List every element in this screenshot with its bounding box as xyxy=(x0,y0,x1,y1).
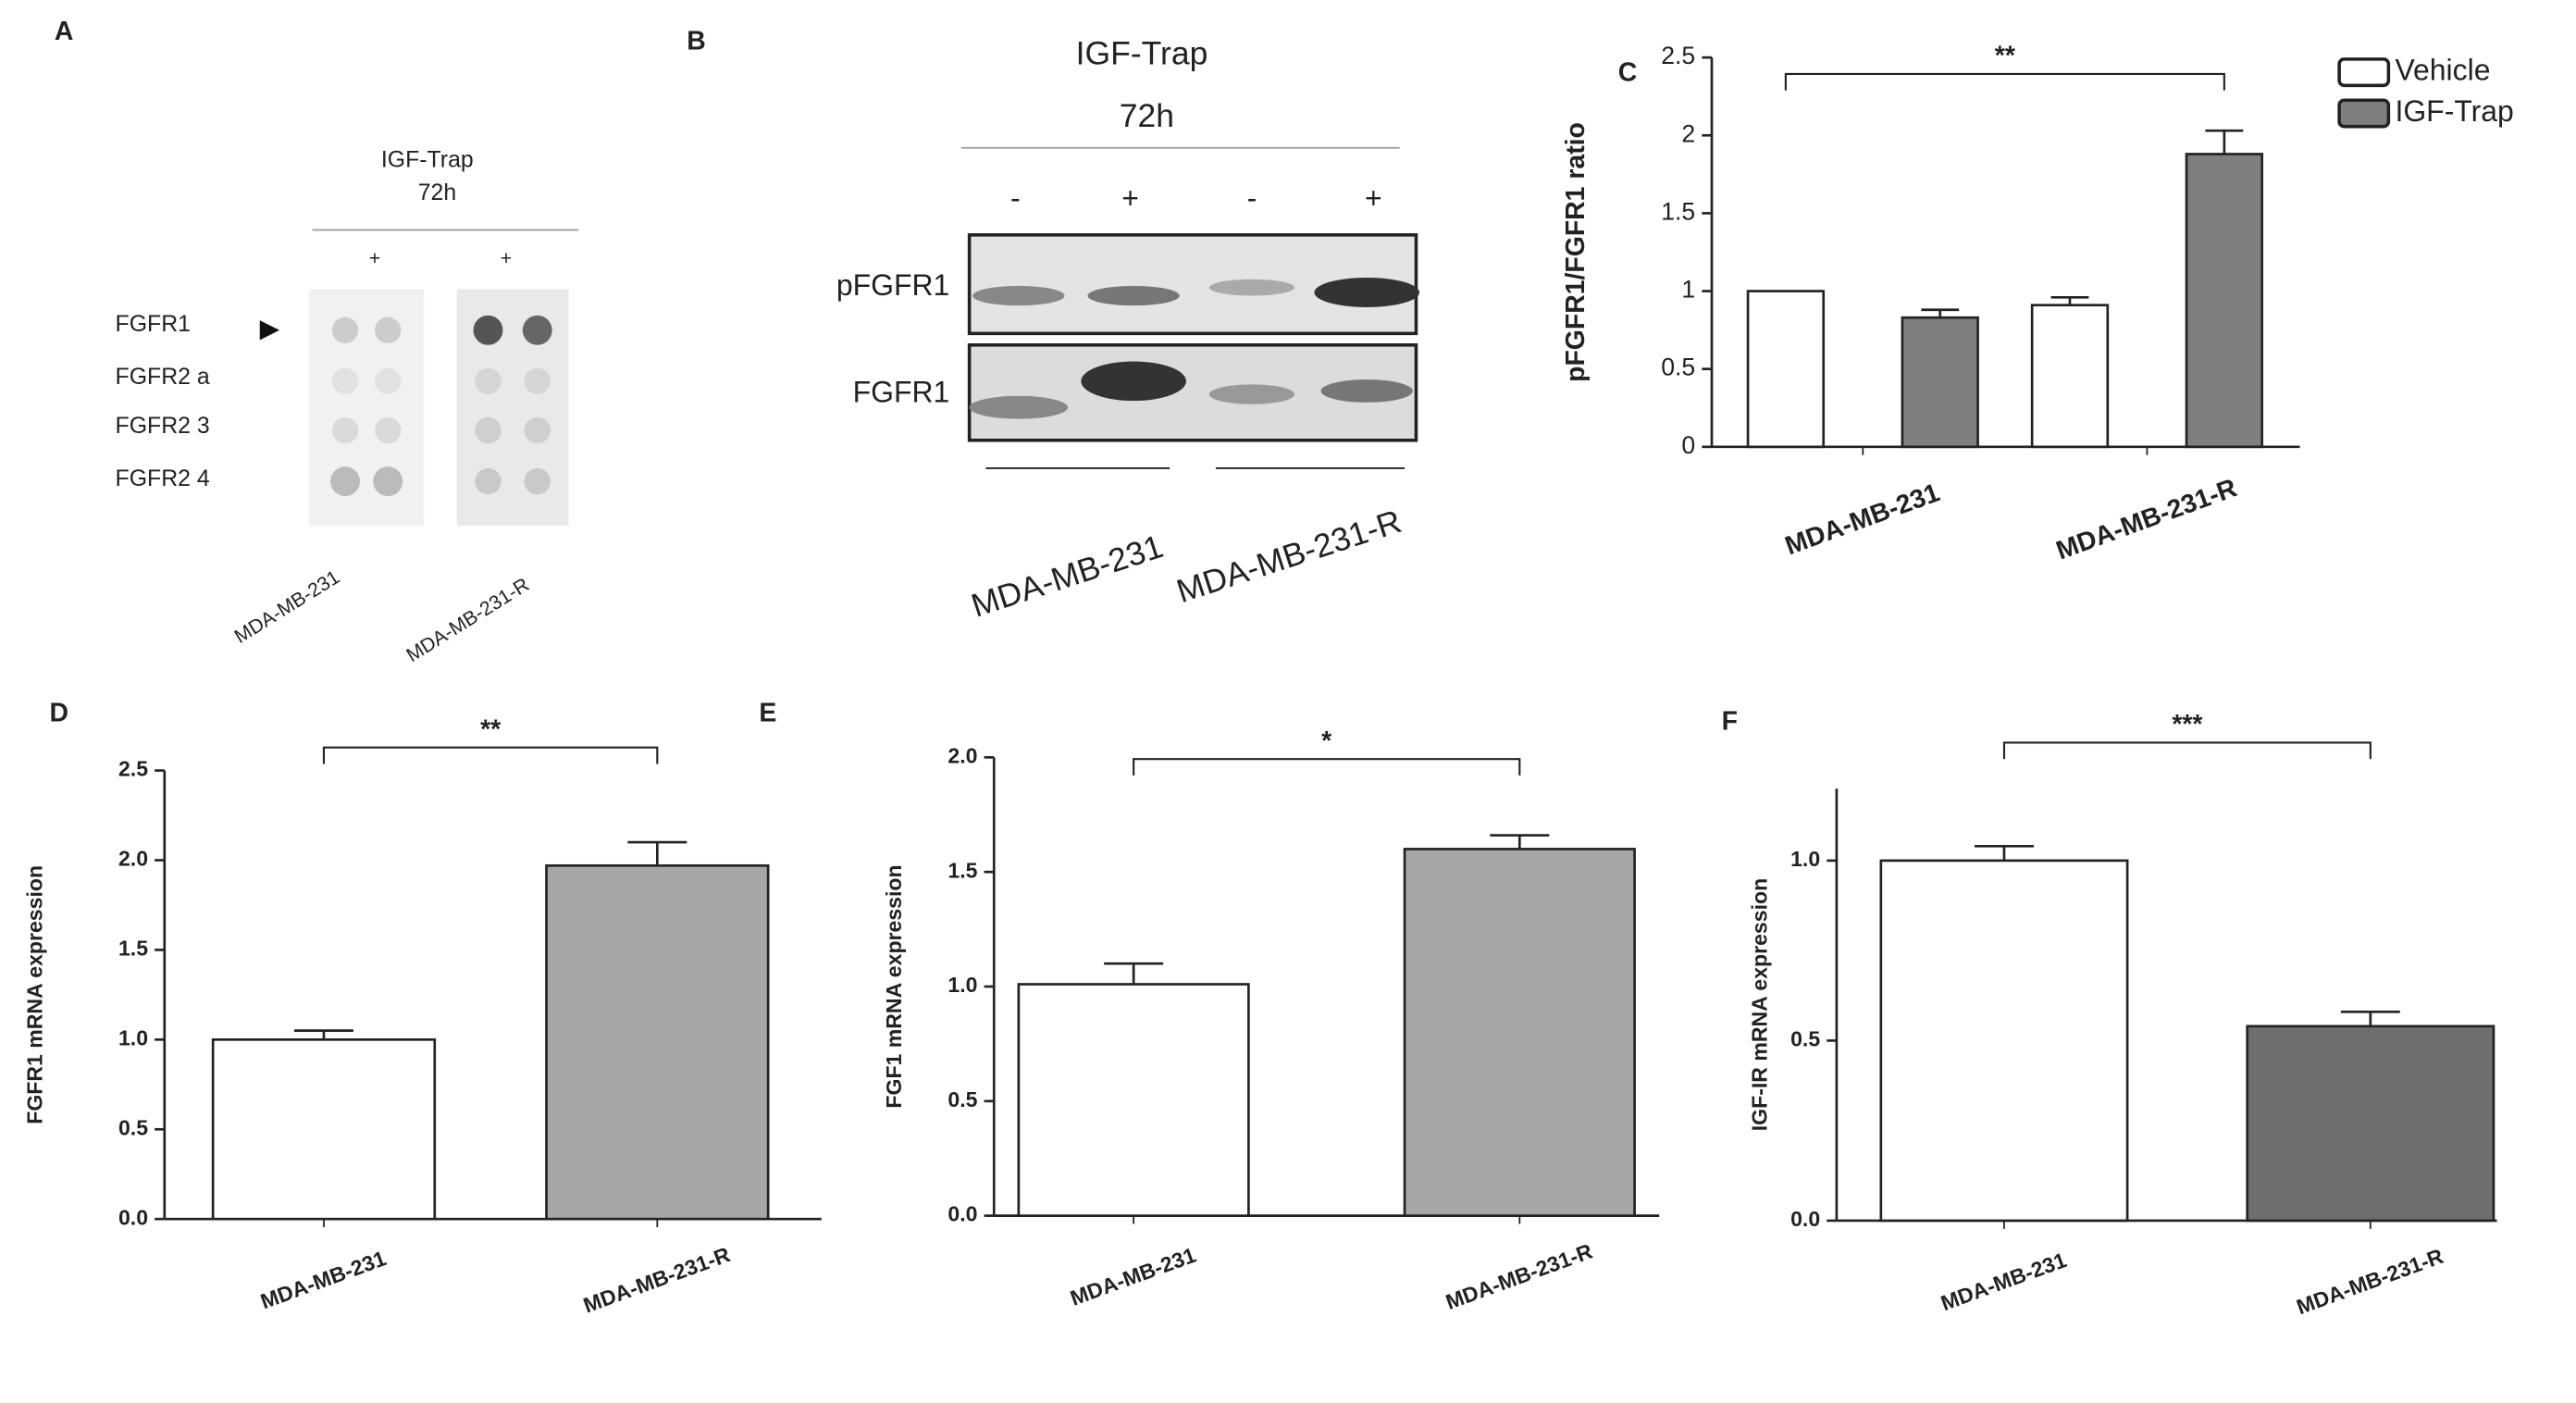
bar xyxy=(545,863,770,1221)
bar xyxy=(1901,316,1979,449)
y-tick-label: 2 xyxy=(1681,119,1695,147)
significance: *** xyxy=(2172,710,2203,739)
significance-bracket xyxy=(2002,741,2372,760)
cell-label: MDA-MB-231 xyxy=(967,528,1168,624)
panel-label: B xyxy=(687,27,706,56)
error-bar xyxy=(2340,1010,2400,1026)
dots xyxy=(330,315,552,497)
y-tick-label: 0.0 xyxy=(118,1205,148,1229)
cell-label: MDA-MB-231 xyxy=(230,565,343,648)
y-tick-label: 1.0 xyxy=(947,973,977,997)
y-tick-label: 0.0 xyxy=(1790,1207,1820,1231)
y-tick-label: 0.5 xyxy=(118,1115,148,1139)
legend-swatch xyxy=(2337,98,2391,129)
y-tick-label: 1.0 xyxy=(118,1025,148,1049)
sign: + xyxy=(501,247,512,269)
x-tick-label: MDA-MB-231-R xyxy=(2052,473,2241,565)
y-tick-label: 2.5 xyxy=(1661,42,1695,69)
x-tick-label: MDA-MB-231-R xyxy=(1443,1238,1596,1314)
panel-label: F xyxy=(1722,707,1738,737)
y-tick-label: 1 xyxy=(1681,276,1695,304)
row-label: FGFR1 xyxy=(116,312,191,337)
x-tick-label: MDA-MB-231 xyxy=(1781,478,1943,561)
y-tick-label: 1.0 xyxy=(1790,847,1820,871)
legend-label: IGF-Trap xyxy=(2395,94,2513,128)
error-bar xyxy=(2205,129,2244,155)
bar xyxy=(2185,153,2264,449)
bar xyxy=(2030,304,2110,449)
y-axis-label: pFGFR1/FGFR1 ratio xyxy=(1561,122,1591,382)
y-tick-label: 1.5 xyxy=(118,937,148,961)
y-axis-label: FGFR1 mRNA expression xyxy=(22,865,46,1124)
significance: * xyxy=(1321,726,1332,756)
time: 72h xyxy=(418,180,456,205)
significance: ** xyxy=(1995,42,2016,71)
treatment: IGF-Trap xyxy=(381,148,474,173)
y-tick-label: 2.0 xyxy=(947,743,977,767)
x-tick-label: MDA-MB-231 xyxy=(1067,1243,1199,1310)
sign: + xyxy=(1121,181,1139,215)
x-tick-label: MDA-MB-231 xyxy=(1938,1248,2070,1315)
y-tick-label: 0.0 xyxy=(947,1202,977,1226)
panel-label: E xyxy=(759,699,776,728)
y-tick-label: 2.0 xyxy=(118,847,148,871)
panel-label: C xyxy=(1618,57,1638,87)
x-tick-label: MDA-MB-231-R xyxy=(2293,1244,2446,1320)
y-tick-label: 0.5 xyxy=(1661,354,1695,381)
legend-swatch xyxy=(2337,57,2391,88)
y-tick-label: 0.5 xyxy=(947,1087,977,1111)
bands xyxy=(969,278,1420,419)
y-tick-label: 1.5 xyxy=(947,858,977,882)
bar xyxy=(1017,983,1250,1217)
error-bar xyxy=(1490,834,1550,850)
membrane xyxy=(308,289,425,527)
row-label: pFGFR1 xyxy=(836,268,949,302)
error-bar xyxy=(627,840,687,866)
sign: - xyxy=(1247,181,1257,215)
bar xyxy=(1879,859,2129,1223)
y-tick-label: 1.5 xyxy=(1661,197,1695,225)
y-axis-label: IGF-IR mRNA expression xyxy=(1747,878,1771,1131)
bar xyxy=(1403,848,1636,1217)
membrane xyxy=(456,289,569,527)
significance: ** xyxy=(480,714,502,744)
y-tick-label: 2.5 xyxy=(118,757,148,781)
row-label: FGFR2 3 xyxy=(116,414,210,439)
error-bar xyxy=(1921,308,1960,318)
error-bar xyxy=(1975,845,2034,861)
arrow xyxy=(259,320,280,341)
error-bar xyxy=(2050,295,2089,305)
x-tick-label: MDA-MB-231-R xyxy=(580,1242,734,1318)
significance-bracket xyxy=(1133,758,1521,776)
panel-label: D xyxy=(50,699,69,728)
bar xyxy=(211,1037,437,1221)
significance-bracket xyxy=(322,746,659,764)
sign: + xyxy=(369,247,380,269)
row-label: FGFR1 xyxy=(853,375,950,408)
sign: - xyxy=(1010,181,1021,215)
time: 72h xyxy=(1120,97,1174,134)
x-tick-label: MDA-MB-231 xyxy=(257,1246,390,1313)
cell-label: MDA-MB-231-R xyxy=(402,574,533,667)
bar xyxy=(2246,1024,2496,1223)
panel-label: A xyxy=(55,17,74,46)
row-label: FGFR2 a xyxy=(116,365,210,390)
y-tick-label: 0 xyxy=(1681,431,1695,459)
cell-label: MDA-MB-231-R xyxy=(1172,503,1406,610)
treatment: IGF-Trap xyxy=(1076,35,1208,72)
row-label: FGFR2 4 xyxy=(116,466,210,491)
sign: + xyxy=(1365,181,1382,215)
y-tick-label: 0.5 xyxy=(1790,1027,1820,1051)
y-axis-label: FGF1 mRNA expression xyxy=(882,864,906,1108)
bar xyxy=(1746,290,1826,449)
significance-bracket xyxy=(1784,72,2225,91)
error-bar xyxy=(1104,962,1164,985)
legend-label: Vehicle xyxy=(2395,54,2490,87)
error-bar xyxy=(294,1029,353,1040)
